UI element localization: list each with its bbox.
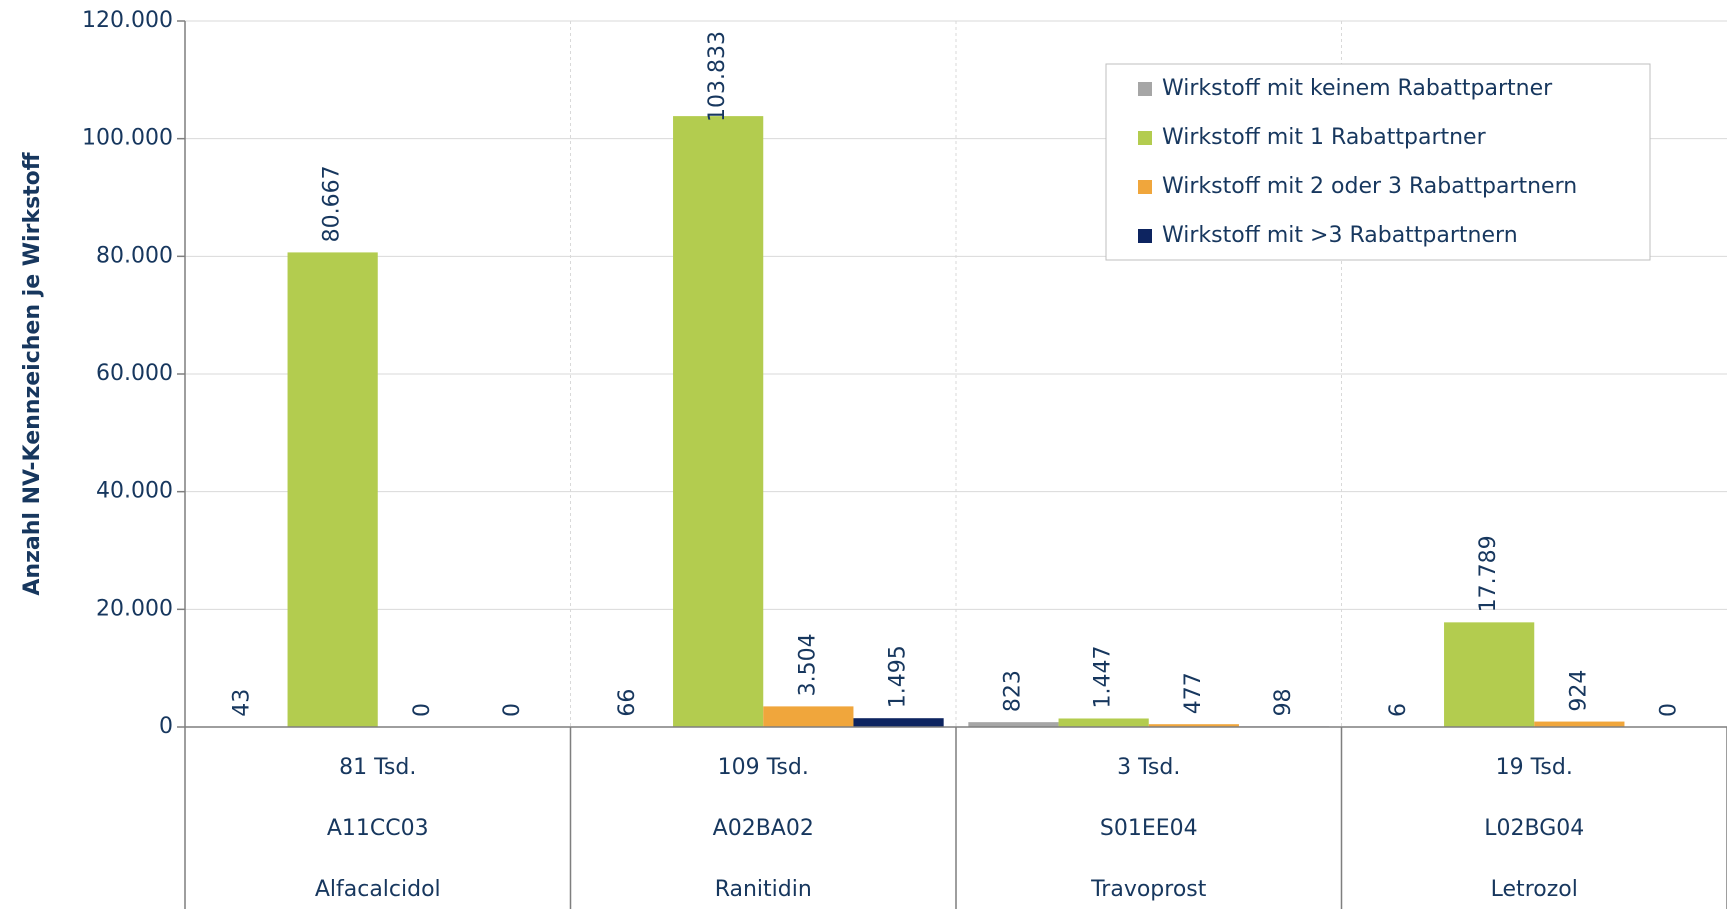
x-tick-label: Travoprost	[1090, 877, 1207, 902]
legend-label: Wirkstoff mit 2 oder 3 Rabattpartnern	[1162, 174, 1577, 199]
bar	[1058, 718, 1149, 727]
data-label: 80.667	[320, 165, 345, 242]
bar	[968, 722, 1059, 727]
data-label: 66	[615, 689, 640, 717]
category-code: L02BG04	[1484, 816, 1584, 841]
category-total: 109 Tsd.	[718, 755, 809, 780]
data-label: 103.833	[705, 31, 730, 122]
bar	[1444, 622, 1535, 727]
legend-swatch	[1138, 229, 1152, 243]
legend-swatch	[1138, 82, 1152, 96]
data-label: 0	[1657, 703, 1682, 717]
y-tick-label: 0	[159, 714, 173, 739]
x-tick-label: Alfacalcidol	[315, 877, 441, 902]
legend-swatch	[1138, 180, 1152, 194]
category-code: A11CC03	[327, 816, 429, 841]
data-label: 3.504	[795, 633, 820, 696]
legend-label: Wirkstoff mit keinem Rabattpartner	[1162, 76, 1553, 101]
category-code: S01EE04	[1100, 816, 1198, 841]
category-total: 19 Tsd.	[1496, 755, 1573, 780]
bar	[853, 718, 944, 727]
data-label: 43	[229, 689, 254, 717]
data-label: 1.447	[1091, 646, 1116, 709]
x-tick-label: Letrozol	[1491, 877, 1578, 902]
data-label: 0	[500, 703, 525, 717]
legend-label: Wirkstoff mit >3 Rabattpartnern	[1162, 223, 1518, 248]
data-label: 477	[1181, 672, 1206, 714]
data-label: 0	[410, 703, 435, 717]
data-label: 98	[1271, 688, 1296, 716]
y-tick-label: 40.000	[96, 479, 173, 504]
y-tick-label: 20.000	[96, 596, 173, 621]
data-label: 6	[1386, 703, 1411, 717]
data-label: 1.495	[886, 645, 911, 708]
category-total: 81 Tsd.	[339, 755, 416, 780]
y-axis-label: Anzahl NV-Kennzeichen je Wirkstoff	[20, 151, 45, 595]
y-tick-label: 80.000	[96, 243, 173, 268]
y-tick-label: 100.000	[82, 126, 173, 151]
bar	[1148, 724, 1239, 727]
bar	[1534, 721, 1625, 727]
bar	[763, 706, 854, 727]
y-tick-label: 120.000	[82, 8, 173, 33]
data-label: 823	[1000, 670, 1025, 712]
data-label: 924	[1566, 670, 1591, 712]
data-label: 17.789	[1476, 535, 1501, 612]
y-tick-label: 60.000	[96, 361, 173, 386]
x-tick-label: Ranitidin	[715, 877, 812, 902]
legend-box	[1105, 63, 1651, 261]
category-code: A02BA02	[713, 816, 814, 841]
category-total: 3 Tsd.	[1117, 755, 1180, 780]
bar	[673, 116, 764, 728]
legend-swatch	[1138, 131, 1152, 145]
legend-label: Wirkstoff mit 1 Rabattpartner	[1162, 125, 1487, 150]
bar	[287, 252, 378, 727]
